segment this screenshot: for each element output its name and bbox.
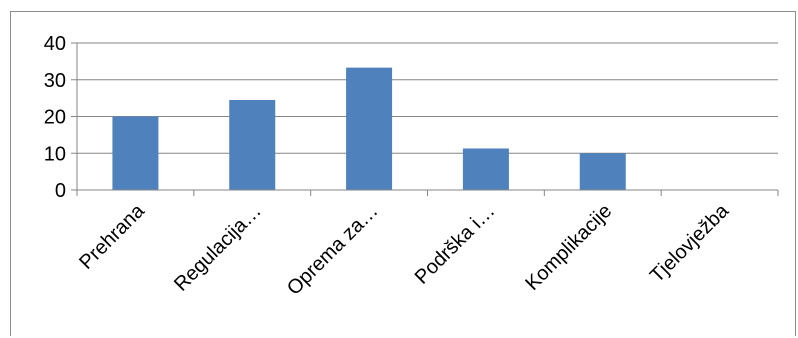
x-tick-label: Oprema za… xyxy=(283,200,383,300)
bar xyxy=(579,153,626,190)
bar xyxy=(229,99,276,190)
y-tick-label: 20 xyxy=(44,107,66,129)
bar xyxy=(346,67,393,190)
y-tick-label: 30 xyxy=(44,70,66,92)
gridlines xyxy=(71,42,778,191)
bar xyxy=(462,148,509,190)
x-tick-label: Regulacija… xyxy=(170,200,266,296)
bar xyxy=(112,116,159,190)
x-tick-labels: Prehrana Regulacija… Oprema za… Podrška i… K… xyxy=(75,199,734,299)
y-tick-label: 40 xyxy=(44,33,66,55)
axes xyxy=(76,43,779,196)
y-tick-label: 10 xyxy=(44,143,66,165)
bars xyxy=(112,67,626,190)
x-tick-label: Podrška i… xyxy=(411,200,500,289)
y-tick-labels: 0 10 20 30 40 xyxy=(44,33,66,202)
y-tick-label: 0 xyxy=(55,180,66,202)
x-tick-label: Komplikacije xyxy=(521,200,616,295)
x-tick-label: Prehrana xyxy=(75,199,149,273)
x-tick-label: Tjelovježba xyxy=(646,199,734,287)
